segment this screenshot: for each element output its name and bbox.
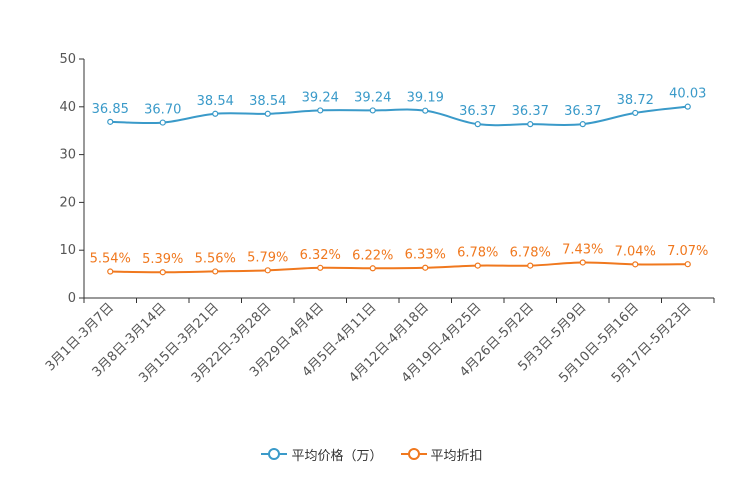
data-label: 6.32%: [300, 248, 341, 263]
data-point: [317, 107, 324, 114]
data-point: [264, 267, 271, 274]
data-label: 36.37: [512, 104, 549, 119]
data-label: 6.22%: [352, 248, 393, 263]
legend-discount-marker-icon: [400, 448, 427, 460]
data-label: 36.85: [92, 102, 129, 117]
data-point: [212, 268, 219, 275]
y-tick-label: 0: [68, 291, 76, 306]
legend-item-price[interactable]: 平均价格（万）: [261, 445, 383, 464]
data-point: [474, 121, 481, 128]
data-label: 6.33%: [405, 248, 446, 263]
data-point: [527, 121, 534, 128]
data-point: [684, 103, 691, 110]
y-tick-label: 20: [59, 195, 76, 210]
data-point: [632, 261, 639, 268]
data-label: 36.37: [459, 104, 496, 119]
legend-discount-label: 平均折扣: [430, 448, 483, 464]
y-tick-label: 40: [59, 100, 76, 115]
data-label: 6.78%: [457, 246, 498, 261]
data-label: 5.79%: [247, 250, 288, 265]
data-label: 5.39%: [142, 252, 183, 267]
data-point: [527, 262, 534, 269]
data-point: [369, 107, 376, 114]
data-point: [579, 259, 586, 266]
data-label: 7.07%: [667, 244, 708, 259]
data-label: 7.43%: [562, 242, 603, 257]
data-point: [107, 118, 114, 125]
data-label: 40.03: [669, 87, 706, 102]
data-point: [264, 110, 271, 117]
data-label: 6.78%: [510, 246, 551, 261]
data-label: 36.37: [564, 104, 601, 119]
data-label: 38.72: [617, 93, 654, 108]
data-label: 36.70: [144, 103, 181, 118]
data-label: 39.24: [354, 90, 391, 105]
data-label: 5.56%: [195, 251, 236, 266]
data-point: [579, 121, 586, 128]
data-point: [369, 265, 376, 272]
data-point: [159, 269, 166, 276]
data-label: 38.54: [197, 94, 234, 109]
y-tick-label: 10: [59, 243, 76, 258]
chart-legend: 平均价格（万） 平均折扣: [0, 444, 744, 464]
data-label: 39.24: [302, 90, 339, 105]
data-label: 5.54%: [90, 252, 131, 267]
series-line-1: [110, 261, 688, 274]
series-line-0: [110, 105, 688, 127]
data-point: [107, 268, 114, 275]
legend-price-marker-icon: [261, 448, 288, 460]
data-point: [317, 264, 324, 271]
legend-price-label: 平均价格（万）: [291, 448, 383, 464]
data-label: 7.04%: [615, 244, 656, 259]
data-point: [474, 262, 481, 269]
data-point: [684, 261, 691, 268]
legend-item-discount[interactable]: 平均折扣: [400, 445, 483, 464]
data-label: 39.19: [407, 91, 444, 106]
data-point: [422, 264, 429, 271]
data-point: [632, 109, 639, 117]
data-label: 38.54: [249, 94, 286, 109]
y-tick-label: 50: [59, 52, 76, 67]
data-point: [422, 107, 429, 114]
data-point: [159, 119, 166, 126]
y-tick-label: 30: [59, 148, 76, 163]
data-point: [212, 110, 219, 117]
